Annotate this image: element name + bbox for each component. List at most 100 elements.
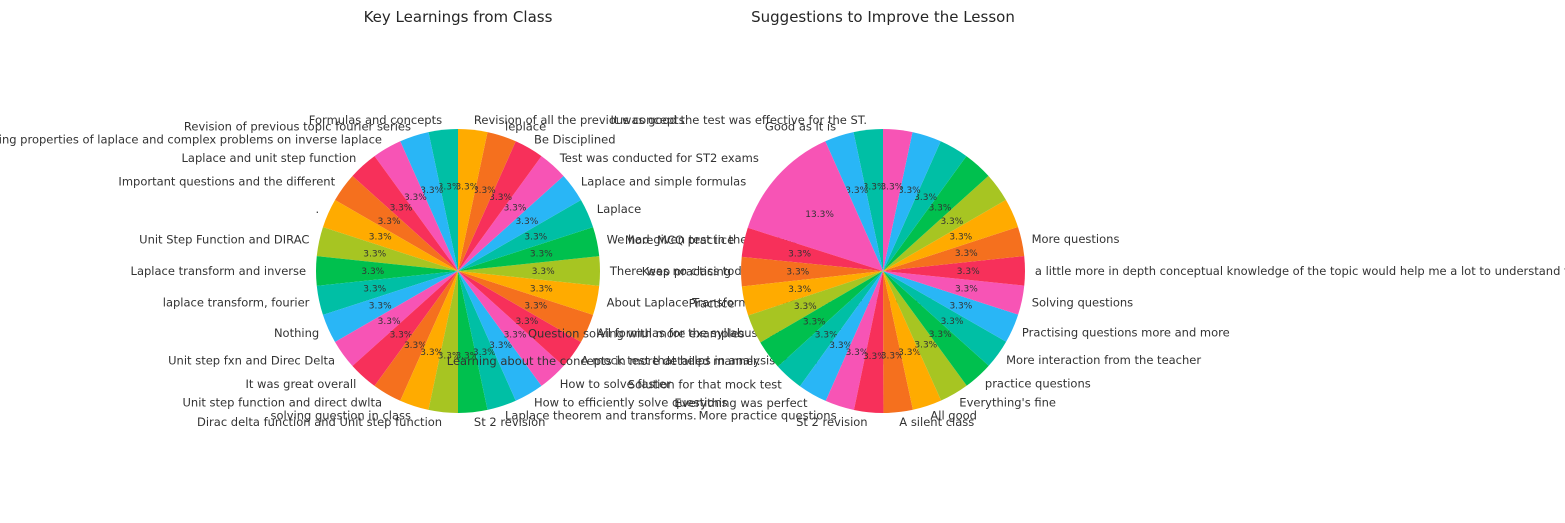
- chart-title: Key Learnings from Class: [364, 8, 553, 26]
- pie-chart-1: Key Learnings from Class 3.3% Formulas and…: [0, 8, 937, 429]
- pie-slice: [799, 271, 883, 401]
- pie-slice: [458, 141, 542, 271]
- slice-category-label: More questions: [1032, 232, 1120, 246]
- pie-slice: [883, 199, 1018, 271]
- slice-percent-label: 3.3%: [504, 204, 527, 214]
- slice-category-label: More practice questions: [699, 409, 837, 423]
- slice-percent-label: 3.3%: [957, 267, 980, 277]
- slice-percent-label: 3.3%: [898, 348, 921, 358]
- slice-category-label: It was great overall: [245, 377, 356, 391]
- pie-slice: [883, 156, 989, 271]
- slice-percent-label: 3.3%: [378, 317, 401, 327]
- slice-category-label: solving question in class: [271, 409, 412, 423]
- slice-category-label: Laplace and simple formulas: [581, 175, 746, 189]
- slice-percent-label: 3.3%: [845, 186, 868, 196]
- slice-category-label: Laplace transform and inverse: [131, 264, 307, 278]
- slice-percent-label: 3.3%: [863, 182, 886, 192]
- pie-slice: [883, 141, 967, 271]
- slice-category-label: Laplace: [597, 202, 641, 216]
- slice-category-label: More MCQ practice: [625, 233, 734, 247]
- slice-percent-label: 3.3%: [524, 232, 547, 242]
- slice-category-label: leplace: [505, 120, 546, 134]
- chart-title: Suggestions to Improve the Lesson: [751, 8, 1015, 26]
- pie-slice: [883, 271, 967, 401]
- slice-category-label: Laplace theorem and transforms.: [505, 409, 697, 423]
- slice-percent-label: 3.3%: [794, 302, 817, 312]
- slice-percent-label: 3.3%: [404, 193, 427, 203]
- pie-slice: [374, 271, 458, 401]
- slice-category-label: Unit step function and direct dwlta: [182, 396, 382, 410]
- pie-slice: [374, 141, 458, 271]
- pie-slice: [428, 271, 458, 413]
- slice-percent-label: 3.3%: [949, 232, 972, 242]
- slice-percent-label: 3.3%: [863, 352, 886, 362]
- pie-slice: [458, 271, 516, 410]
- slice-category-label: Question solving with more examples: [528, 326, 745, 340]
- slice-percent-label: 3.3%: [438, 352, 461, 362]
- slice-percent-label: 3.3%: [369, 232, 392, 242]
- slice-category-label: More interaction from the teacher: [1006, 353, 1201, 367]
- pie-slice: [400, 271, 458, 410]
- slice-percent-label: 3.3%: [846, 348, 869, 358]
- pie-slice: [352, 271, 458, 386]
- pie-slice: [883, 175, 1006, 271]
- pie-slice: [458, 256, 600, 286]
- slice-percent-label: 3.3%: [898, 186, 921, 196]
- slice-percent-label: 3.3%: [530, 285, 553, 295]
- pie-slice: [883, 271, 942, 410]
- slice-percent-label: 3.3%: [515, 217, 538, 227]
- slice-category-label: laplace transform, fourier: [163, 296, 310, 310]
- slice-percent-label: 3.3%: [788, 250, 811, 260]
- slice-percent-label: 3.3%: [929, 330, 952, 340]
- pie-slice: [883, 271, 1025, 315]
- slice-percent-label: 3.3%: [803, 317, 826, 327]
- slice-percent-label: 3.3%: [532, 267, 555, 277]
- slice-category-label: St 2 revision: [474, 415, 546, 429]
- slice-category-label: Revision of previous topic fourier serie…: [184, 120, 411, 134]
- slice-percent-label: 3.3%: [788, 285, 811, 295]
- slice-category-label: Unit Step Function and DIRAC: [139, 232, 309, 246]
- pie-slice: [458, 227, 600, 271]
- pie-slice: [883, 132, 941, 271]
- pie-slice: [458, 156, 564, 271]
- slice-category-label: St 2 revision: [796, 415, 868, 429]
- slice-percent-label: 3.3%: [489, 193, 512, 203]
- slice-percent-label: 3.3%: [473, 186, 496, 196]
- slice-category-label: Nothing: [274, 326, 319, 340]
- slice-percent-label: 3.3%: [363, 285, 386, 295]
- pie-slice: [316, 271, 458, 315]
- slice-percent-label: 3.3%: [914, 341, 937, 351]
- pie-slice: [883, 271, 1007, 366]
- pie-slice: [458, 271, 600, 315]
- slice-percent-label: 3.3%: [829, 341, 852, 351]
- slice-percent-label: 3.3%: [881, 352, 904, 362]
- pie-slice: [322, 271, 458, 342]
- slice-category-label: Test was conducted for ST2 exams: [559, 151, 759, 165]
- slice-category-label: Keep practicing: [642, 265, 731, 279]
- slice-percent-label: 3.3%: [515, 317, 538, 327]
- slice-percent-label: 3.3%: [363, 249, 386, 259]
- pie-slice: [335, 175, 458, 271]
- pie-slice: [760, 271, 883, 367]
- slice-percent-label: 3.3%: [530, 249, 553, 259]
- slice-category-label: practice questions: [985, 377, 1091, 391]
- slice-percent-label: 3.3%: [815, 331, 838, 341]
- slice-percent-label: 3.3%: [420, 348, 443, 358]
- slice-percent-label: 3.3%: [914, 193, 937, 203]
- slice-percent-label: 3.3%: [438, 182, 461, 192]
- pie-slice: [883, 271, 913, 413]
- slice-category-label: A silent class: [899, 415, 974, 429]
- slice-category-label: It was good the test was effective for t…: [610, 113, 867, 127]
- pie-slice: [747, 141, 883, 271]
- slice-category-label: Practice: [689, 296, 735, 310]
- slice-category-label: How to solve faster: [560, 377, 671, 391]
- pie-slice: [825, 271, 883, 410]
- pie-slice: [352, 156, 458, 271]
- pie-slice: [741, 271, 883, 316]
- slice-category-label: a little more in depth conceptual knowle…: [1035, 264, 1565, 278]
- slice-percent-label: 3.3%: [390, 204, 413, 214]
- slice-percent-label: 3.3%: [378, 217, 401, 227]
- pie-slice: [748, 271, 883, 343]
- slice-category-label: There was no class today: [609, 264, 756, 278]
